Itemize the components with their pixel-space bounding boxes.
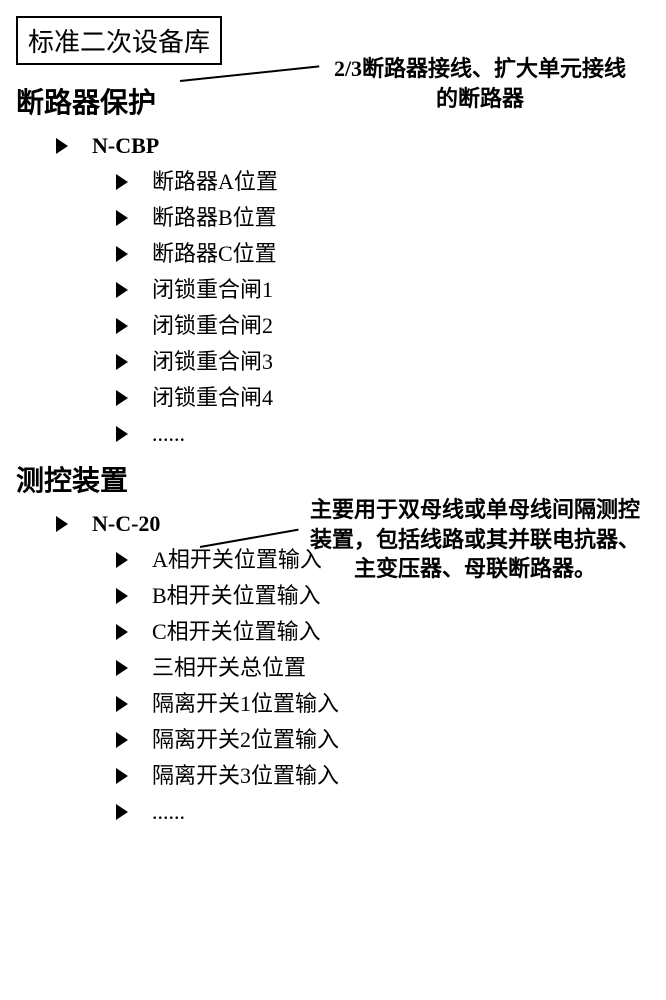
section-0: 断路器保护N-CBP断路器A位置断路器B位置断路器C位置闭锁重合闸1闭锁重合闸2…	[16, 81, 650, 445]
annotation-connector	[180, 65, 319, 82]
expand-icon[interactable]	[116, 660, 128, 676]
expand-icon[interactable]	[116, 552, 128, 568]
expand-icon[interactable]	[116, 354, 128, 370]
node-label: N-CBP	[92, 135, 159, 157]
expand-icon[interactable]	[116, 174, 128, 190]
tree-child[interactable]: 闭锁重合闸1	[16, 279, 650, 301]
expand-icon[interactable]	[116, 282, 128, 298]
child-label: 闭锁重合闸3	[152, 351, 273, 373]
content-root: 断路器保护N-CBP断路器A位置断路器B位置断路器C位置闭锁重合闸1闭锁重合闸2…	[16, 81, 650, 823]
expand-icon[interactable]	[116, 768, 128, 784]
tree-node[interactable]: N-CBP	[16, 135, 650, 157]
expand-icon[interactable]	[116, 426, 128, 442]
section-heading: 测控装置	[16, 459, 650, 499]
tree-child[interactable]: 隔离开关2位置输入	[16, 729, 650, 751]
tree-child[interactable]: 闭锁重合闸2	[16, 315, 650, 337]
child-label: ......	[152, 423, 185, 445]
child-label: 断路器C位置	[152, 243, 277, 265]
tree-child[interactable]: 三相开关总位置	[16, 657, 650, 679]
expand-icon[interactable]	[116, 390, 128, 406]
expand-icon[interactable]	[116, 246, 128, 262]
child-label: C相开关位置输入	[152, 621, 321, 643]
expand-icon[interactable]	[116, 588, 128, 604]
library-title-box: 标准二次设备库	[16, 16, 222, 65]
tree-child[interactable]: ......	[16, 801, 650, 823]
tree-child[interactable]: 断路器A位置	[16, 171, 650, 193]
tree-child[interactable]: 断路器B位置	[16, 207, 650, 229]
child-label: A相开关位置输入	[152, 549, 322, 571]
expand-icon[interactable]	[116, 624, 128, 640]
child-label: 断路器B位置	[152, 207, 277, 229]
expand-icon[interactable]	[116, 732, 128, 748]
expand-icon[interactable]	[56, 138, 68, 154]
tree-child[interactable]: 闭锁重合闸3	[16, 351, 650, 373]
tree-child[interactable]: ......	[16, 423, 650, 445]
expand-icon[interactable]	[116, 696, 128, 712]
tree-child[interactable]: C相开关位置输入	[16, 621, 650, 643]
child-label: 三相开关总位置	[152, 657, 306, 679]
child-label: 闭锁重合闸1	[152, 279, 273, 301]
library-title: 标准二次设备库	[28, 28, 210, 57]
expand-icon[interactable]	[116, 804, 128, 820]
expand-icon[interactable]	[116, 318, 128, 334]
child-label: 闭锁重合闸4	[152, 387, 273, 409]
child-label: B相开关位置输入	[152, 585, 321, 607]
tree-child[interactable]: 闭锁重合闸4	[16, 387, 650, 409]
tree-child[interactable]: 断路器C位置	[16, 243, 650, 265]
child-label: ......	[152, 801, 185, 823]
tree-child[interactable]: B相开关位置输入	[16, 585, 650, 607]
child-label: 隔离开关3位置输入	[152, 765, 339, 787]
tree-child[interactable]: 隔离开关3位置输入	[16, 765, 650, 787]
child-label: 断路器A位置	[152, 171, 278, 193]
expand-icon[interactable]	[116, 210, 128, 226]
child-label: 隔离开关1位置输入	[152, 693, 339, 715]
expand-icon[interactable]	[56, 516, 68, 532]
tree-child[interactable]: 隔离开关1位置输入	[16, 693, 650, 715]
annotation-text: 主要用于双母线或单母线间隔测控装置，包括线路或其并联电抗器、主变压器、母联断路器…	[310, 495, 640, 584]
child-label: 闭锁重合闸2	[152, 315, 273, 337]
annotation-text: 2/3断路器接线、扩大单元接线的断路器	[330, 54, 630, 113]
child-label: 隔离开关2位置输入	[152, 729, 339, 751]
node-label: N-C-20	[92, 513, 160, 535]
